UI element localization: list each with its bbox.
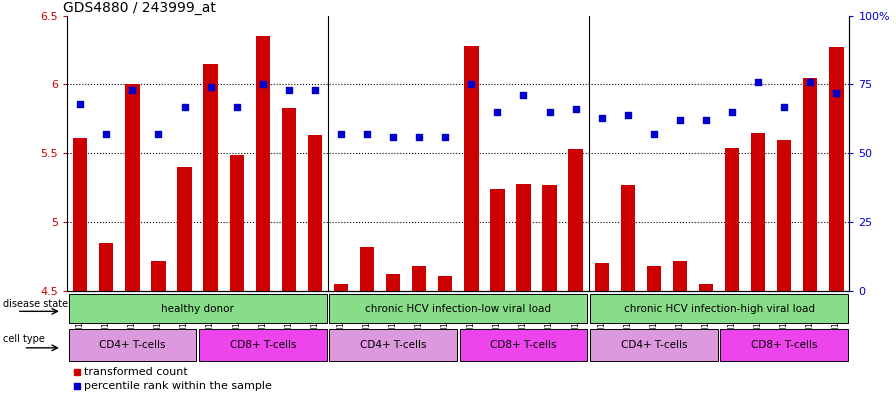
Point xyxy=(673,117,687,123)
Text: CD8+ T-cells: CD8+ T-cells xyxy=(490,340,556,350)
Bar xyxy=(720,329,849,360)
Bar xyxy=(68,329,196,360)
Text: chronic HCV infection-low viral load: chronic HCV infection-low viral load xyxy=(366,303,551,314)
Point xyxy=(829,90,843,96)
Point xyxy=(621,112,635,118)
Bar xyxy=(590,294,849,323)
Point xyxy=(595,114,609,121)
Bar xyxy=(255,37,270,291)
Text: GDS4880 / 243999_at: GDS4880 / 243999_at xyxy=(64,1,216,15)
Text: disease state: disease state xyxy=(3,299,68,309)
Bar xyxy=(673,261,687,291)
Text: CD4+ T-cells: CD4+ T-cells xyxy=(621,340,687,350)
Point xyxy=(542,109,556,115)
Point xyxy=(699,117,713,123)
Point xyxy=(203,84,218,90)
Bar xyxy=(464,46,478,291)
Text: percentile rank within the sample: percentile rank within the sample xyxy=(84,381,272,391)
Point xyxy=(360,131,375,137)
Point xyxy=(516,92,530,99)
Bar xyxy=(460,329,588,360)
Bar xyxy=(621,185,635,291)
Bar xyxy=(412,266,426,291)
Bar xyxy=(177,167,192,291)
Point xyxy=(73,101,88,107)
Point xyxy=(777,103,791,110)
Text: cell type: cell type xyxy=(3,334,45,344)
Text: transformed count: transformed count xyxy=(84,367,188,377)
Bar xyxy=(329,294,588,323)
Bar xyxy=(542,185,556,291)
Text: CD8+ T-cells: CD8+ T-cells xyxy=(229,340,296,350)
Bar xyxy=(777,140,791,291)
Point xyxy=(229,103,244,110)
Bar xyxy=(647,266,661,291)
Point xyxy=(334,131,349,137)
Bar xyxy=(99,242,114,291)
Text: CD8+ T-cells: CD8+ T-cells xyxy=(751,340,817,350)
Bar xyxy=(199,329,327,360)
Bar xyxy=(386,274,401,291)
Point xyxy=(647,131,661,137)
Bar xyxy=(829,47,843,291)
Bar xyxy=(803,77,817,291)
Point xyxy=(307,87,322,93)
Point xyxy=(438,134,452,140)
Bar xyxy=(334,284,349,291)
Point xyxy=(568,106,582,112)
Bar xyxy=(281,108,296,291)
Bar xyxy=(151,261,166,291)
Bar xyxy=(751,132,765,291)
Point xyxy=(803,79,817,85)
Point xyxy=(281,87,296,93)
Point xyxy=(751,79,765,85)
Bar xyxy=(329,329,457,360)
Bar xyxy=(307,135,322,291)
Bar xyxy=(229,154,244,291)
Point xyxy=(99,131,114,137)
Bar xyxy=(73,138,88,291)
Point xyxy=(725,109,739,115)
Text: CD4+ T-cells: CD4+ T-cells xyxy=(360,340,426,350)
Point xyxy=(177,103,192,110)
Bar xyxy=(203,64,218,291)
Bar xyxy=(438,275,452,291)
Bar xyxy=(725,148,739,291)
Bar xyxy=(516,184,530,291)
Point xyxy=(386,134,401,140)
Text: healthy donor: healthy donor xyxy=(161,303,234,314)
Bar xyxy=(595,263,609,291)
Bar xyxy=(590,329,718,360)
Point xyxy=(125,87,140,93)
Bar xyxy=(490,189,504,291)
Point xyxy=(412,134,426,140)
Bar xyxy=(125,84,140,291)
Text: CD4+ T-cells: CD4+ T-cells xyxy=(99,340,166,350)
Point xyxy=(490,109,504,115)
Point xyxy=(464,81,478,88)
Bar xyxy=(699,284,713,291)
Bar xyxy=(68,294,327,323)
Point xyxy=(151,131,166,137)
Text: chronic HCV infection-high viral load: chronic HCV infection-high viral load xyxy=(624,303,814,314)
Point xyxy=(255,81,270,88)
Bar xyxy=(568,149,582,291)
Bar xyxy=(360,247,375,291)
